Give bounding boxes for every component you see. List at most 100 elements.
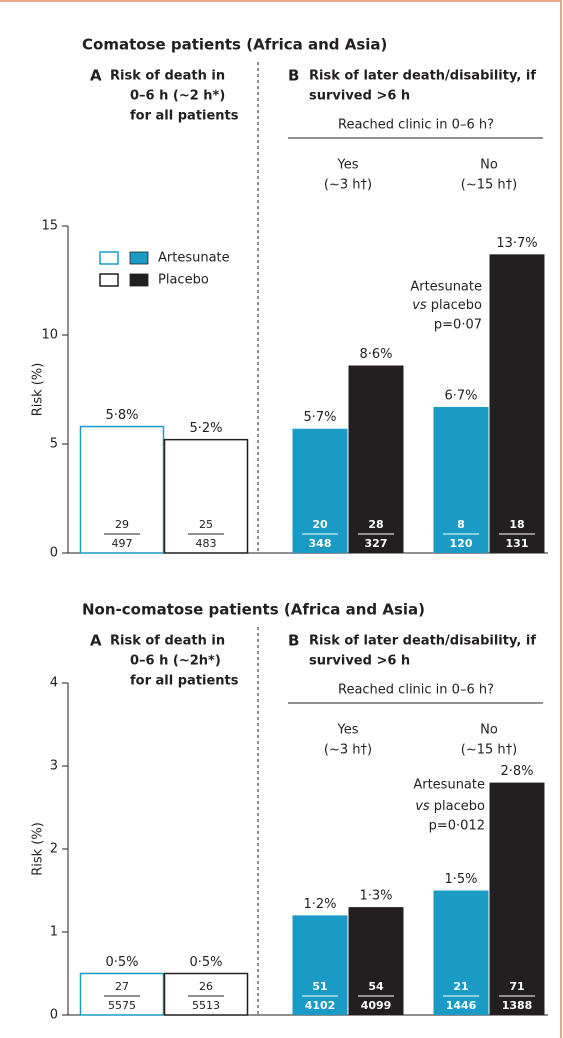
panel-heading: 0–6 h (~2 h*) bbox=[130, 89, 225, 104]
denominator: 327 bbox=[365, 537, 388, 550]
bar bbox=[433, 890, 489, 1015]
y-tick-label: 15 bbox=[41, 219, 58, 234]
bar bbox=[163, 438, 249, 554]
legend-swatch bbox=[99, 273, 119, 287]
panel-letter: B bbox=[288, 632, 299, 650]
denominator: 131 bbox=[506, 537, 529, 550]
panel-heading: 0–6 h (~2h*) bbox=[130, 654, 221, 669]
subheading: Reached clinic in 0–6 h? bbox=[338, 118, 494, 133]
bar bbox=[292, 428, 348, 553]
bar bbox=[348, 907, 404, 1015]
panel-letter: A bbox=[90, 632, 102, 650]
value-label: 1·2% bbox=[303, 897, 336, 912]
annotation: Artesunate bbox=[413, 778, 485, 793]
value-label: 5·8% bbox=[105, 408, 138, 423]
y-tick-label: 0 bbox=[50, 546, 58, 561]
panel-heading: survived >6 h bbox=[309, 89, 410, 104]
denominator: 348 bbox=[309, 537, 332, 550]
denominator: 4102 bbox=[305, 999, 336, 1012]
bar bbox=[292, 915, 348, 1015]
panel-heading: for all patients bbox=[130, 109, 239, 124]
numerator: 25 bbox=[199, 518, 213, 531]
numerator: 18 bbox=[509, 518, 524, 531]
panel-heading: survived >6 h bbox=[309, 654, 410, 669]
y-tick-label: 2 bbox=[50, 842, 58, 857]
value-label: 2·8% bbox=[500, 764, 533, 779]
value-label: 6·7% bbox=[444, 388, 477, 403]
category-sublabel: (~3 h†) bbox=[324, 178, 372, 193]
y-tick-label: 3 bbox=[50, 759, 58, 774]
denominator: 1446 bbox=[446, 999, 477, 1012]
denominator: 4099 bbox=[361, 999, 392, 1012]
value-label: 1·5% bbox=[444, 872, 477, 887]
denominator: 5575 bbox=[108, 999, 136, 1012]
category-label: Yes bbox=[337, 158, 359, 173]
bar bbox=[79, 425, 165, 554]
legend-label: Placebo bbox=[158, 273, 209, 288]
y-axis-label: Risk (%) bbox=[31, 822, 46, 876]
panel-heading: Risk of death in bbox=[110, 634, 225, 649]
y-tick-label: 1 bbox=[50, 925, 58, 940]
value-label: 5·2% bbox=[189, 421, 222, 436]
annotation: p=0·07 bbox=[434, 318, 482, 333]
denominator: 497 bbox=[112, 537, 133, 550]
value-label: 0·5% bbox=[189, 955, 222, 970]
bar bbox=[489, 782, 545, 1015]
panel-heading: Risk of death in bbox=[110, 69, 225, 84]
numerator: 71 bbox=[509, 980, 524, 993]
panel-letter: A bbox=[90, 67, 102, 85]
annotation: vs placebo bbox=[415, 799, 485, 814]
numerator: 21 bbox=[453, 980, 468, 993]
legend-swatch bbox=[129, 251, 149, 265]
value-label: 13·7% bbox=[496, 236, 537, 251]
category-label: No bbox=[480, 158, 498, 173]
panel-letter: B bbox=[288, 67, 299, 85]
numerator: 27 bbox=[115, 980, 129, 993]
annotation-vs: vs bbox=[415, 799, 430, 814]
annotation: vs placebo bbox=[412, 298, 482, 313]
denominator: 1388 bbox=[502, 999, 533, 1012]
numerator: 8 bbox=[457, 518, 465, 531]
panel-heading: Risk of later death/disability, if bbox=[309, 69, 536, 84]
bar bbox=[489, 254, 545, 553]
numerator: 26 bbox=[199, 980, 213, 993]
subheading: Reached clinic in 0–6 h? bbox=[338, 683, 494, 698]
panel-heading: for all patients bbox=[130, 674, 239, 689]
y-axis-label: Risk (%) bbox=[31, 363, 46, 417]
annotation-text: placebo bbox=[427, 298, 482, 313]
chart-title: Non-comatose patients (Africa and Asia) bbox=[82, 601, 425, 619]
y-tick-label: 10 bbox=[41, 328, 58, 343]
numerator: 54 bbox=[368, 980, 384, 993]
value-label: 5·7% bbox=[303, 410, 336, 425]
annotation-vs: vs bbox=[412, 298, 427, 313]
bar bbox=[433, 406, 489, 553]
category-sublabel: (~15 h†) bbox=[461, 178, 517, 193]
value-label: 1·3% bbox=[359, 889, 392, 904]
bar bbox=[79, 972, 165, 1016]
numerator: 28 bbox=[368, 518, 383, 531]
value-label: 0·5% bbox=[105, 955, 138, 970]
bar bbox=[348, 365, 404, 553]
bar bbox=[163, 972, 249, 1016]
y-tick-label: 0 bbox=[50, 1008, 58, 1023]
panel-heading: Risk of later death/disability, if bbox=[309, 634, 536, 649]
annotation: Artesunate bbox=[410, 280, 482, 295]
annotation: p=0·012 bbox=[429, 819, 485, 834]
denominator: 483 bbox=[196, 537, 217, 550]
y-tick-label: 4 bbox=[50, 676, 58, 691]
denominator: 5513 bbox=[192, 999, 220, 1012]
y-tick-label: 5 bbox=[50, 437, 58, 452]
annotation-text: placebo bbox=[430, 799, 485, 814]
category-sublabel: (~15 h†) bbox=[461, 743, 517, 758]
value-label: 8·6% bbox=[359, 347, 392, 362]
legend-swatch bbox=[99, 251, 119, 265]
legend-swatch bbox=[129, 273, 149, 287]
numerator: 51 bbox=[312, 980, 327, 993]
numerator: 20 bbox=[312, 518, 328, 531]
legend-label: Artesunate bbox=[158, 251, 230, 266]
chart-title: Comatose patients (Africa and Asia) bbox=[82, 36, 387, 54]
category-label: Yes bbox=[337, 723, 359, 738]
category-sublabel: (~3 h†) bbox=[324, 743, 372, 758]
category-label: No bbox=[480, 723, 498, 738]
